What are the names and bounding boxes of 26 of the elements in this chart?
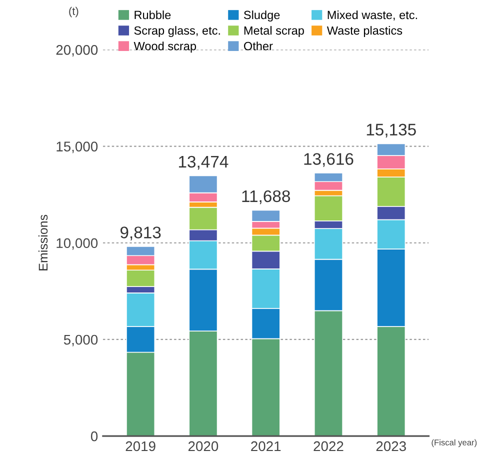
x-tick-label: 2023 xyxy=(376,441,406,452)
legend-label: Wood scrap xyxy=(134,42,196,53)
text: (Fiscal year) xyxy=(432,439,477,448)
legend-label: Rubble xyxy=(134,10,171,20)
total-label: 13,616 xyxy=(304,153,354,167)
y-tick-label: 0 xyxy=(90,431,98,442)
y-axis-title: Emissions xyxy=(38,214,48,270)
x-tick-label: 2020 xyxy=(188,441,218,452)
total-label: 13,474 xyxy=(178,156,228,170)
legend-label: Metal scrap xyxy=(244,26,304,38)
total-label: 9,813 xyxy=(120,226,161,240)
x-tick-label: 2019 xyxy=(126,441,156,452)
legend-label: Other xyxy=(244,42,273,50)
y-tick-label: 15,000 xyxy=(56,142,98,154)
y-tick-label: 20,000 xyxy=(56,45,98,56)
x-tick-label: 2021 xyxy=(251,441,281,452)
legend-label: Scrap glass, etc. xyxy=(134,26,220,38)
y-tick-label: 5,000 xyxy=(64,334,98,346)
text: (t) xyxy=(69,6,78,18)
total-label: 11,688 xyxy=(242,190,290,204)
legend-label: Waste plastics xyxy=(326,26,402,38)
total-label: 15,135 xyxy=(366,124,416,138)
y-tick-label: 10,000 xyxy=(56,238,98,250)
legend-label: Mixed waste, etc. xyxy=(328,10,418,21)
x-tick-label: 2022 xyxy=(314,441,344,452)
legend-label: Sludge xyxy=(244,10,280,22)
